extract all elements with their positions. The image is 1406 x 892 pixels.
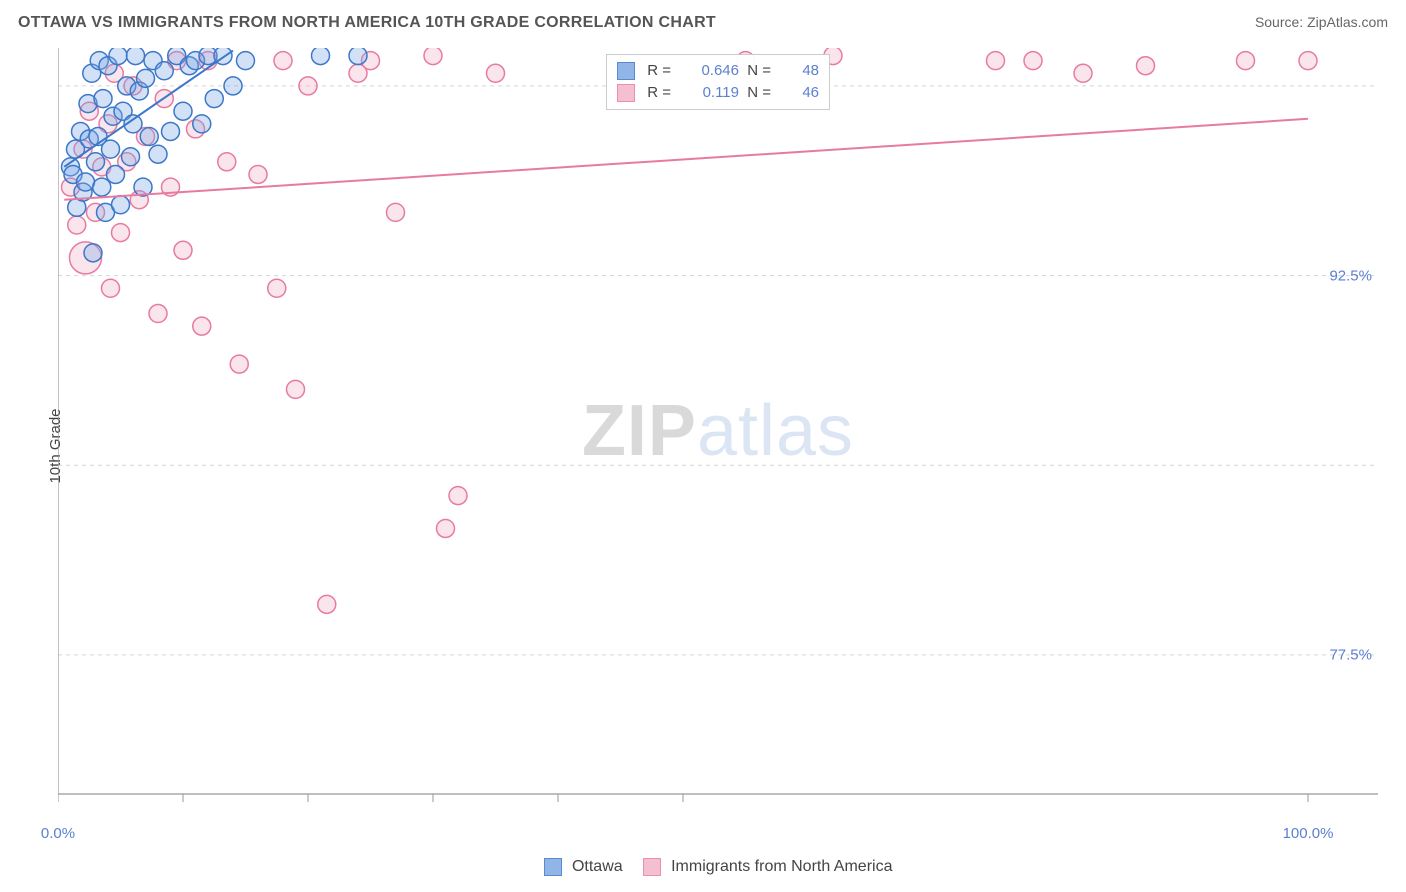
series-legend: Ottawa Immigrants from North America <box>58 858 1378 876</box>
r-value-immigrants: 0.119 <box>679 82 739 104</box>
ottawa-swatch-icon <box>617 62 635 80</box>
source-attribution: Source: ZipAtlas.com <box>1255 14 1388 32</box>
legend-item-ottawa: Ottawa <box>544 858 623 876</box>
n-value-immigrants: 46 <box>779 82 819 104</box>
r-label: R = <box>645 82 673 104</box>
x-tick-label: 0.0% <box>41 825 75 842</box>
correlation-legend: R = 0.646 N = 48 R = 0.119 N = 46 <box>606 54 830 110</box>
r-value-ottawa: 0.646 <box>679 60 739 82</box>
ottawa-swatch-icon <box>544 858 562 876</box>
legend-label-immigrants: Immigrants from North America <box>671 858 892 875</box>
immigrants-swatch-icon <box>617 84 635 102</box>
legend-label-ottawa: Ottawa <box>572 858 623 875</box>
plot-area: ZIPatlas R = 0.646 N = 48 R = 0.119 N = … <box>58 48 1378 814</box>
n-value-ottawa: 48 <box>779 60 819 82</box>
legend-row-immigrants: R = 0.119 N = 46 <box>617 82 819 104</box>
legend-row-ottawa: R = 0.646 N = 48 <box>617 60 819 82</box>
n-label: N = <box>745 60 773 82</box>
r-label: R = <box>645 60 673 82</box>
scatter-chart-svg <box>58 48 1378 814</box>
y-tick-label: 92.5% <box>1329 267 1372 284</box>
x-tick-label: 100.0% <box>1283 825 1334 842</box>
chart-title: OTTAWA VS IMMIGRANTS FROM NORTH AMERICA … <box>18 14 716 32</box>
n-label: N = <box>745 82 773 104</box>
legend-item-immigrants: Immigrants from North America <box>643 858 893 876</box>
immigrants-swatch-icon <box>643 858 661 876</box>
y-tick-label: 77.5% <box>1329 646 1372 663</box>
